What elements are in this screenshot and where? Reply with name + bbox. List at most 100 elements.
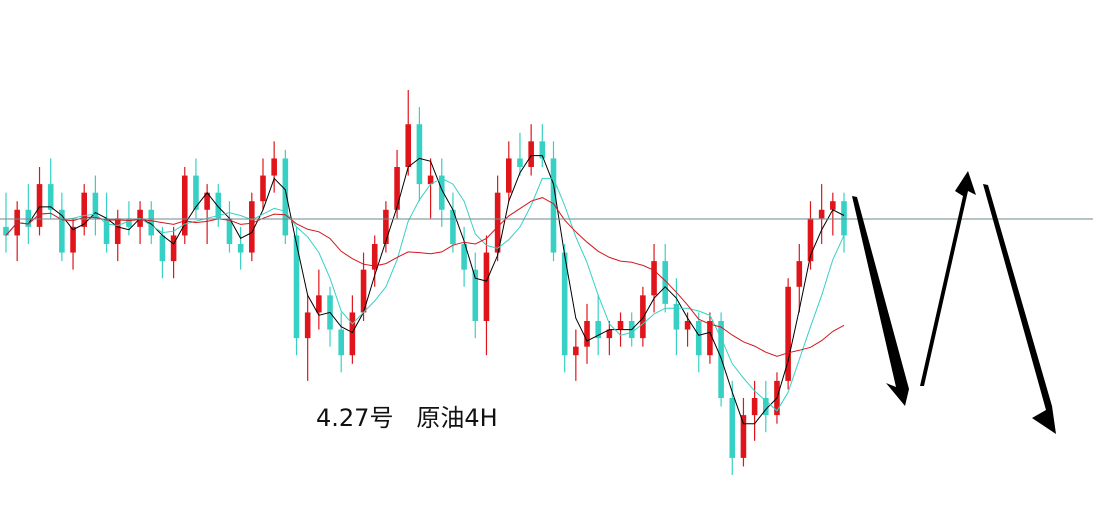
candle-body <box>360 269 367 313</box>
candle-body <box>193 175 199 210</box>
candle-body <box>662 261 669 304</box>
candle-body <box>807 218 814 262</box>
candle <box>36 167 43 236</box>
candle <box>427 158 434 219</box>
candle-body <box>427 175 434 185</box>
candle-body <box>751 398 758 416</box>
moving-average-slow <box>5 197 845 357</box>
candle <box>796 244 803 313</box>
candle <box>517 132 523 176</box>
candle-body <box>316 295 322 313</box>
candle-body <box>394 167 400 210</box>
candle <box>316 269 322 330</box>
candle-body <box>695 321 702 356</box>
candle-body <box>282 158 289 236</box>
candle <box>59 192 65 262</box>
candle <box>528 124 534 176</box>
candle <box>751 380 758 441</box>
candle-body <box>573 346 579 356</box>
projection-arrow-up-icon <box>920 171 976 386</box>
candle <box>707 312 713 364</box>
candle-body <box>59 209 65 253</box>
candle-body <box>103 218 110 244</box>
candle <box>405 90 412 176</box>
candle-body <box>249 201 255 253</box>
candle <box>573 329 579 381</box>
candle-body <box>841 201 847 236</box>
candle <box>204 184 210 244</box>
candle <box>450 192 456 253</box>
candle-body <box>371 244 378 270</box>
candle <box>673 278 680 356</box>
candle <box>271 141 277 193</box>
candle-body <box>796 261 803 287</box>
candle <box>662 244 669 313</box>
candle <box>215 184 222 227</box>
candle-body <box>785 286 791 381</box>
candle-body <box>159 235 166 262</box>
candle <box>483 235 490 356</box>
candle <box>170 226 177 279</box>
candle-body <box>181 175 188 236</box>
candle <box>327 286 333 347</box>
candle <box>282 149 289 244</box>
candle <box>103 192 110 253</box>
candle-body <box>561 252 568 356</box>
chart-caption: 4.27号 原油4H <box>316 404 498 432</box>
candle-body <box>740 415 747 458</box>
candle-body <box>81 192 88 227</box>
moving-average-mid <box>5 177 845 412</box>
candlestick-series <box>3 90 847 475</box>
candle <box>506 141 512 202</box>
projection-arrow-down-icon <box>852 196 909 406</box>
candle-body <box>729 398 736 458</box>
candle-body <box>517 158 523 167</box>
candle-body <box>528 141 534 167</box>
candle <box>193 158 199 219</box>
candle <box>25 184 32 244</box>
candle-body <box>293 235 300 339</box>
moving-average-lines <box>5 155 845 425</box>
candle-body <box>338 329 344 356</box>
candle-body <box>606 329 613 339</box>
candle-body <box>762 398 769 416</box>
candle <box>159 226 166 279</box>
candle <box>249 192 255 262</box>
projection-arrows <box>852 171 1056 434</box>
candle <box>595 295 601 356</box>
candle <box>695 312 702 373</box>
candle-body <box>707 321 713 356</box>
candle-body <box>472 269 479 321</box>
candle-body <box>349 312 356 356</box>
candle <box>830 192 836 236</box>
candle <box>841 192 847 253</box>
candle <box>14 201 20 262</box>
candle-body <box>304 312 311 339</box>
candle <box>472 252 479 339</box>
candle <box>416 107 423 202</box>
candle <box>114 209 121 262</box>
candle-body <box>483 252 490 321</box>
candle-body <box>204 192 210 210</box>
candle-body <box>215 192 222 219</box>
candle <box>293 226 300 356</box>
candle-body <box>684 321 691 330</box>
candle <box>92 175 99 236</box>
candle-body <box>595 321 601 339</box>
candle-body <box>260 175 266 202</box>
candle-body <box>416 124 423 185</box>
candle <box>237 226 244 270</box>
candle <box>126 201 132 236</box>
moving-average-fast <box>5 155 845 425</box>
candle <box>494 175 501 262</box>
candle <box>729 380 736 475</box>
candle-body <box>271 158 277 176</box>
candle <box>762 380 769 433</box>
candle <box>438 158 445 227</box>
candle-body <box>148 209 155 236</box>
candle-body <box>25 209 32 227</box>
candle-body <box>126 218 132 227</box>
candle <box>550 141 557 262</box>
candle <box>640 286 646 347</box>
